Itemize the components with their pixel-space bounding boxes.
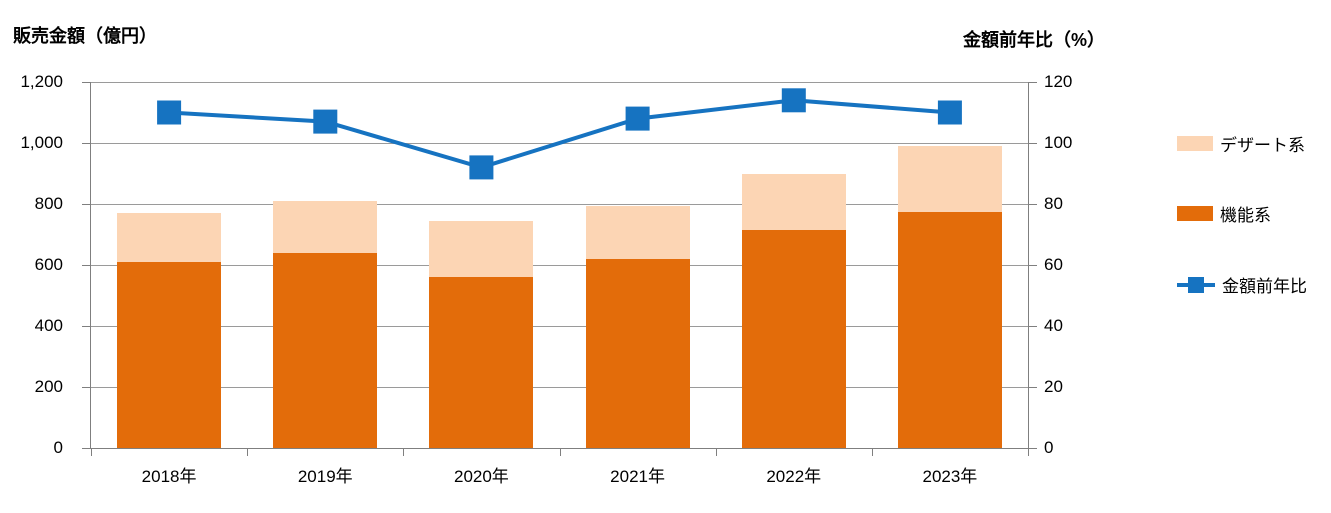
left-axis-tick: [82, 204, 90, 205]
line-marker: [781, 88, 806, 113]
line-marker-swatch-icon: [1177, 276, 1215, 293]
line-marker: [313, 109, 338, 134]
left-axis-tick-label: 1,200: [20, 72, 63, 91]
x-axis-label: 2022年: [766, 467, 822, 486]
line-marker: [469, 155, 494, 180]
legend-label-dessert: デザート系: [1220, 136, 1305, 155]
legend-label-kinou: 機能系: [1220, 206, 1271, 225]
right-axis-tick-label: 20: [1044, 377, 1063, 396]
right-axis-tick-label: 40: [1044, 316, 1063, 335]
left-axis-tick-label: 800: [34, 194, 63, 213]
bar-segment-kinou-2023年: [898, 212, 1002, 448]
right-axis-tick: [1029, 448, 1037, 449]
gridline: [91, 325, 1028, 327]
bar-segment-dessert-2021年: [586, 206, 690, 259]
legend-label-line: 金額前年比: [1222, 277, 1307, 296]
x-axis-tick: [559, 449, 561, 456]
right-axis-tick: [1029, 82, 1037, 83]
bar-segment-kinou-2021年: [586, 259, 690, 448]
left-axis-tick: [82, 326, 90, 327]
right-axis-tick-label: 60: [1044, 255, 1063, 274]
x-axis-label: 2019年: [297, 467, 353, 486]
left-axis-tick: [82, 265, 90, 266]
right-axis-tick-label: 0: [1044, 438, 1054, 457]
bar-segment-dessert-2022年: [742, 174, 846, 230]
bar-segment-kinou-2018年: [117, 262, 221, 448]
kinou-swatch-icon: [1177, 206, 1213, 221]
x-axis-label: 2020年: [453, 467, 509, 486]
left-axis-tick-label: 600: [34, 255, 63, 274]
bar-segment-kinou-2022年: [742, 230, 846, 448]
right-axis-tick-label: 100: [1044, 133, 1073, 152]
left-axis-tick-label: 200: [34, 377, 63, 396]
left-axis-tick-label: 400: [34, 316, 63, 335]
left-axis-tick: [82, 143, 90, 144]
x-axis-label: 2021年: [610, 467, 665, 486]
x-axis-tick: [91, 449, 92, 456]
gridline: [91, 264, 1028, 266]
gridline: [91, 203, 1028, 205]
x-axis-tick: [403, 449, 405, 456]
legend-item-dessert: デザート系: [1177, 131, 1305, 156]
gridline: [91, 81, 1028, 83]
left-axis-line: [90, 82, 91, 449]
legend-item-line: 金額前年比: [1177, 272, 1307, 297]
line-marker: [937, 100, 962, 125]
x-axis-label: 2023年: [922, 467, 978, 486]
bar-segment-kinou-2019年: [273, 253, 377, 448]
right-axis-tick: [1029, 143, 1037, 144]
left-axis-tick-label: 1,000: [20, 133, 63, 152]
bar-segment-dessert-2019年: [273, 201, 377, 253]
bar-segment-dessert-2020年: [429, 221, 533, 277]
right-axis-tick: [1029, 326, 1037, 327]
right-axis-tick: [1029, 265, 1037, 266]
dessert-swatch-icon: [1177, 136, 1213, 151]
right-axis-tick-label: 80: [1044, 194, 1063, 213]
bar-segment-kinou-2020年: [429, 277, 533, 448]
right-axis-line: [1028, 82, 1029, 449]
x-axis-tick: [1028, 449, 1029, 456]
right-axis-title: 金額前年比（%）: [963, 30, 1106, 50]
line-marker: [157, 100, 182, 125]
left-axis-tick: [82, 82, 90, 83]
left-axis-tick: [82, 387, 90, 388]
x-axis-tick: [247, 449, 249, 456]
right-axis-tick-label: 120: [1044, 72, 1073, 91]
x-axis-tick: [715, 449, 717, 456]
right-axis-tick: [1029, 387, 1037, 388]
x-axis-tick: [871, 449, 873, 456]
legend-item-kinou: 機能系: [1177, 201, 1271, 226]
trend-line: [168, 98, 951, 170]
left-axis-title: 販売金額（億円）: [13, 26, 157, 46]
gridline: [91, 386, 1028, 388]
left-axis-tick: [82, 448, 90, 449]
bar-segment-dessert-2018年: [117, 213, 221, 262]
line-marker: [625, 106, 650, 131]
left-axis-tick-label: 0: [53, 438, 63, 457]
right-axis-tick: [1029, 204, 1037, 205]
x-axis-label: 2018年: [141, 467, 197, 486]
gridline: [91, 142, 1028, 144]
bar-segment-dessert-2023年: [898, 146, 1002, 212]
bottom-axis-line: [90, 448, 1029, 449]
